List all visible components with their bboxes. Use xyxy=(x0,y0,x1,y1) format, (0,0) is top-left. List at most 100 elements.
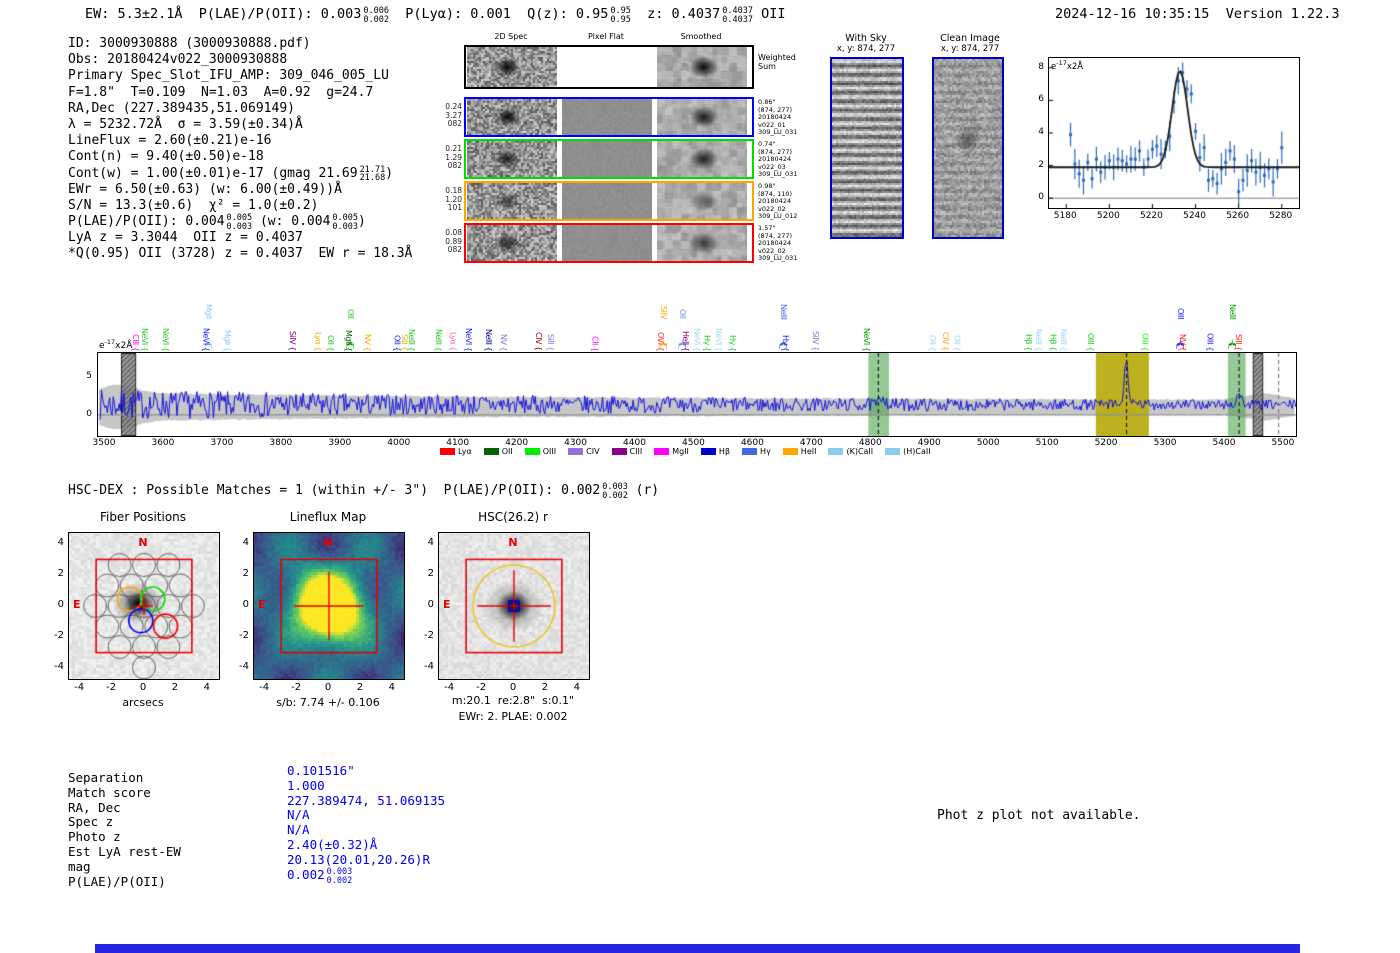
emission-line-brace: { xyxy=(346,336,356,351)
stack-upper: 0.005 xyxy=(226,213,253,224)
north-label: N xyxy=(323,536,333,549)
stack-lower: 0.002 xyxy=(602,490,628,501)
stack-upper: 0.005 xyxy=(332,213,359,224)
hsc-cutout-panel: HSC(26.2) r m:20.1 re:2.8" s:0.1" EWr: 2… xyxy=(418,510,608,735)
x-tick-label: 2 xyxy=(171,682,179,693)
spec2d-image xyxy=(467,99,557,135)
emission-line-brace: { xyxy=(204,336,214,351)
stacked-value: 0.003 0.002 xyxy=(326,866,353,886)
fiber-id-label: (874, 277) xyxy=(758,231,793,240)
version-label: Version 1.22.3 xyxy=(1225,6,1340,22)
fiber-weight-label: 101 xyxy=(447,203,462,212)
with-sky-header: With Sky x, y: 874, 277 xyxy=(820,33,912,54)
info-line: LineFlux = 2.60(±0.21)e-16 xyxy=(68,133,412,149)
hsc-caption-1: m:20.1 re:2.8" s:0.1" xyxy=(451,694,575,707)
x-tick-label: 4800 xyxy=(858,438,882,448)
info-line: Obs: 20180424v022_3000930888 xyxy=(68,52,412,68)
text-segment: RA,Dec (227.389435,51.069149) xyxy=(68,100,295,116)
text-segment: (r) xyxy=(627,483,660,499)
x-tick-label: 3500 xyxy=(92,438,116,448)
pixel-flat-image xyxy=(562,47,652,87)
emission-line-label: SiIV xyxy=(659,305,669,319)
spec2d-row-right-labels: 0.98" (874, 110) 20180424 v022_02 309_LU_012 xyxy=(758,182,806,221)
y-tick-label: 0 xyxy=(57,599,64,610)
match-table-value: N/A xyxy=(287,822,445,838)
stacked-value: 0.005 0.003 xyxy=(227,214,253,232)
emission-line-label: CII { xyxy=(590,335,600,351)
legend-item: (H)CaII xyxy=(885,447,931,456)
x-tick-label: -2 xyxy=(476,682,487,693)
emission-line-label: Hγ { xyxy=(702,334,712,351)
x-tick-label: 5280 xyxy=(1269,211,1293,221)
emission-line-label: OII { xyxy=(927,334,937,351)
legend-label: (K)CaII xyxy=(846,447,874,456)
emission-line-label: NV { xyxy=(1177,333,1187,351)
text-segment: N/A xyxy=(287,807,310,823)
smoothed-image xyxy=(657,141,747,177)
emission-line-brace: { xyxy=(677,336,687,351)
legend-swatch xyxy=(700,448,716,455)
text-segment: F=1.8" T=0.109 N=1.03 A=0.92 g=24.7 xyxy=(68,84,374,100)
fiber-id-label: 20180424 xyxy=(758,197,792,206)
legend-item: OIII xyxy=(524,447,556,456)
legend-label: Lyα xyxy=(458,447,472,456)
legend-label: (H)CaII xyxy=(903,447,931,456)
fiber-id-label: 0.74" xyxy=(758,140,776,148)
spec2d-image xyxy=(467,47,557,87)
fiber-id-label: (874, 277) xyxy=(758,105,793,114)
info-line: λ = 5232.72Å σ = 3.59(±0.34)Å xyxy=(68,117,412,133)
info-line: F=1.8" T=0.109 N=1.03 A=0.92 g=24.7 xyxy=(68,85,412,101)
stack-lower: 0.002 xyxy=(326,875,353,886)
match-table-label: Match score xyxy=(68,784,151,800)
x-tick-label: 4100 xyxy=(446,438,470,448)
smoothed-image xyxy=(657,183,747,219)
fiber-positions-title: Fiber Positions xyxy=(99,510,187,524)
east-label: E xyxy=(443,598,451,611)
y-tick-label: 2 xyxy=(57,567,64,579)
text-segment: ) xyxy=(385,165,394,181)
emission-line-label: NeIII { xyxy=(406,328,416,351)
emission-line-label: Hγ { xyxy=(781,334,791,351)
emission-line-label: Lyα { xyxy=(448,332,458,351)
pixel-flat-image xyxy=(562,99,652,135)
x-tick-label: 5200 xyxy=(1096,211,1120,221)
legend-item: Hβ xyxy=(700,447,731,456)
legend-swatch xyxy=(742,448,758,455)
emission-line-label: SiIV { xyxy=(287,331,297,351)
east-label: E xyxy=(73,598,81,611)
fiber-id-label: Weighted xyxy=(758,53,796,62)
y-tick-label: 5 xyxy=(86,371,92,382)
info-line: P(LAE)/P(OII): 0.004 0.005 0.003 (w: 0.004… xyxy=(68,213,412,232)
text-segment: EW: 5.3±2.1Å P(LAE)/P(OII): 0.003 xyxy=(85,6,362,22)
match-table-value: 2.40(±0.32)Å xyxy=(287,837,445,853)
with-sky-image xyxy=(830,57,904,239)
legend-swatch xyxy=(611,448,627,455)
text-segment: ID: 3000930888 (3000930888.pdf) xyxy=(68,36,311,51)
emission-line-label: NeIII { xyxy=(484,328,494,351)
y-tick-label: 0 xyxy=(86,408,92,419)
y-tick-label: -2 xyxy=(424,630,434,642)
stack-upper: 0.003 xyxy=(326,866,353,877)
legend-swatch xyxy=(524,448,540,455)
y-tick-label: 4 xyxy=(1038,127,1044,137)
stack-upper: 0.003 xyxy=(602,482,628,492)
text-segment: *Q(0.95) OII (3728) z = 0.4037 EW r = 18… xyxy=(68,246,413,262)
y-tick-label: 0 xyxy=(242,599,249,610)
match-table-value: 0.002 0.003 0.002 xyxy=(287,866,445,886)
x-tick-label: 5400 xyxy=(1212,438,1236,448)
spec2d-row-right-labels: 1.57" (874, 277) 20180424 v022_02 309_LU_031 xyxy=(758,224,806,263)
fiber-id-label: v022_03 xyxy=(758,162,786,171)
stack-upper: 0.95 xyxy=(610,5,631,16)
legend-swatch xyxy=(440,448,455,455)
x-tick-label: 4500 xyxy=(682,438,705,448)
emission-line-label: NeVI { xyxy=(201,327,211,351)
emission-line-label: NeVI { xyxy=(861,327,871,351)
legend-label: Hβ xyxy=(718,447,731,456)
info-line: *Q(0.95) OII (3728) z = 0.4037 EW r = 18… xyxy=(68,246,412,262)
spectrum-legend: Lyα OII OIII CIV CIII MgII Hβ Hγ HeII (K)CaII (H)C… xyxy=(440,447,931,456)
next-section-strip xyxy=(95,944,1300,953)
x-tick-label: 4000 xyxy=(387,438,411,448)
spec2d-column-title: Pixel Flat xyxy=(588,32,624,41)
y-tick-label: 4 xyxy=(242,536,249,548)
fiber-weight-label: 0.89 xyxy=(445,236,462,246)
